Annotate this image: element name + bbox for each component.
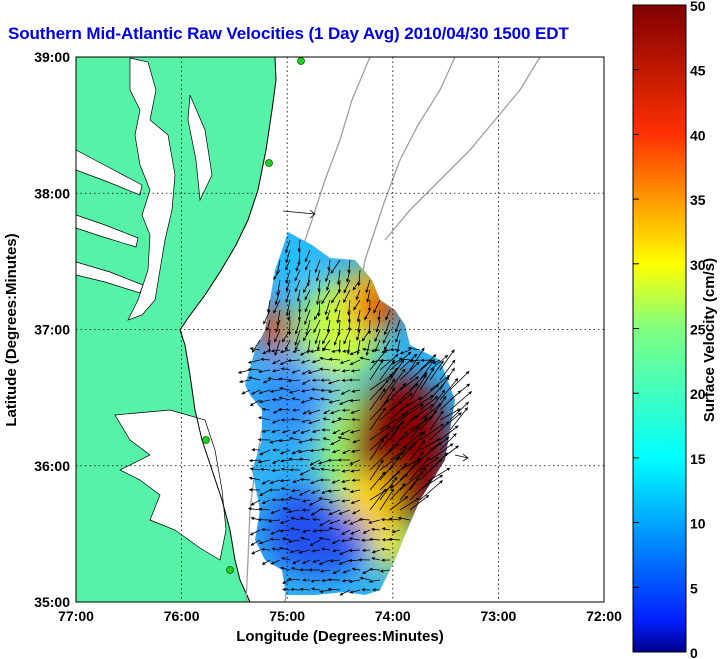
y-axis-label: Latitude (Degrees:Minutes) bbox=[3, 233, 20, 426]
colorbar-tick: 15 bbox=[690, 451, 706, 467]
chesapeake-bay bbox=[127, 57, 176, 321]
lon-tick-label: 73:00 bbox=[480, 608, 516, 624]
map-title: Southern Mid-Atlantic Raw Velocities (1 … bbox=[8, 24, 569, 43]
velocity-vectors bbox=[237, 239, 473, 596]
lon-tick-label: 72:00 bbox=[586, 608, 622, 624]
longitude-tick-labels: 77:00 76:00 75:00 74:00 73:00 72:00 bbox=[58, 608, 622, 624]
colorbar-tick: 0 bbox=[690, 645, 698, 659]
pamlico-sound bbox=[114, 409, 227, 561]
velocity-field bbox=[237, 232, 473, 596]
lon-tick-label: 75:00 bbox=[269, 608, 305, 624]
map-plot-area bbox=[76, 57, 604, 602]
lat-tick-label: 39:00 bbox=[34, 49, 70, 65]
latitude-tick-labels: 39:00 38:00 37:00 36:00 35:00 bbox=[34, 49, 70, 610]
lon-tick-label: 74:00 bbox=[375, 608, 411, 624]
lat-tick-label: 36:00 bbox=[34, 458, 70, 474]
lat-tick-label: 37:00 bbox=[34, 322, 70, 338]
colorbar-tick: 25 bbox=[690, 322, 706, 338]
map-frame bbox=[75, 56, 605, 603]
lat-tick-label: 35:00 bbox=[34, 594, 70, 610]
lon-tick-label: 76:00 bbox=[164, 608, 200, 624]
map-grid bbox=[76, 57, 604, 602]
colorbar-tick: 50 bbox=[690, 0, 706, 14]
colorbar bbox=[632, 4, 687, 653]
colorbar-tick: 5 bbox=[690, 580, 698, 596]
colorbar-tick: 30 bbox=[690, 257, 706, 273]
radar-stations bbox=[202, 57, 305, 574]
colorbar-tick-labels: 0 5 10 15 20 25 30 35 40 45 50 bbox=[633, 0, 706, 659]
lat-tick-label: 38:00 bbox=[34, 185, 70, 201]
colorbar-tick: 35 bbox=[690, 192, 706, 208]
colorbar-tick: 20 bbox=[690, 386, 706, 402]
colorbar-tick: 40 bbox=[690, 127, 706, 143]
lon-tick-label: 77:00 bbox=[58, 608, 94, 624]
colorbar-tick: 45 bbox=[690, 63, 706, 79]
colorbar-tick: 10 bbox=[690, 516, 706, 532]
x-axis-label: Longitude (Degrees:Minutes) bbox=[236, 628, 444, 645]
colorbar-label: Surface Velocity (cm/s) bbox=[701, 258, 718, 422]
